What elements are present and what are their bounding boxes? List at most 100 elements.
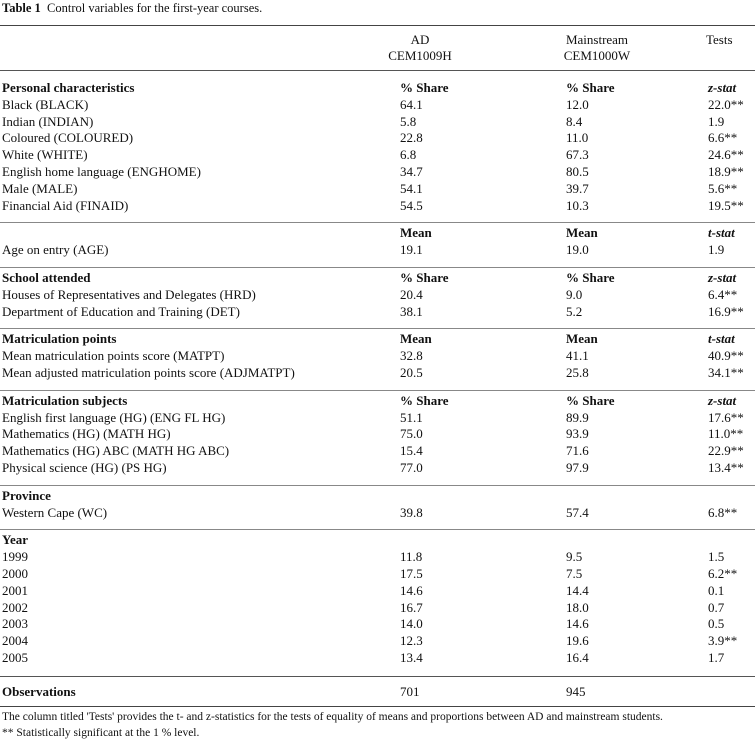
column-header-ad: AD CEM1009H bbox=[380, 32, 460, 64]
test-stat: 3.9** bbox=[708, 633, 738, 649]
ad-value: 39.8 bbox=[400, 504, 423, 520]
row-label: Mean matriculation points score (MATPT) bbox=[2, 348, 225, 364]
test-stat: 1.9 bbox=[708, 242, 725, 258]
row-label: Department of Education and Training (DE… bbox=[2, 303, 240, 319]
section-header-mainstream-value: % Share bbox=[566, 392, 615, 408]
bottom-rule bbox=[0, 706, 755, 707]
table-row: Male (MALE) 54.1 39.7 5.6** bbox=[0, 181, 755, 198]
row-label: 2003 bbox=[2, 616, 28, 632]
test-stat: 17.6** bbox=[708, 409, 744, 425]
row-label: English first language (HG) (ENG FL HG) bbox=[2, 409, 226, 425]
test-stat: 6.6** bbox=[708, 130, 738, 146]
observations-top-rule bbox=[0, 676, 755, 677]
test-stat: 19.5** bbox=[708, 197, 744, 213]
section-header-ad-value: % Share bbox=[400, 392, 449, 408]
table-row: 2003 14.0 14.6 0.5 bbox=[0, 616, 755, 633]
section-header-row: Personal characteristics % Share % Share z-… bbox=[0, 80, 755, 97]
table-section: Year 1999 11.8 9.5 1.5 2000 17.5 7.5 6.2** 2001 14… bbox=[0, 530, 755, 674]
mainstream-value: 11.0 bbox=[566, 130, 589, 146]
table-row: Financial Aid (FINAID) 54.5 10.3 19.5** bbox=[0, 198, 755, 215]
row-label: 2001 bbox=[2, 582, 28, 598]
table-row: Houses of Representatives and Delegates … bbox=[0, 287, 755, 304]
ad-value: 22.8 bbox=[400, 130, 423, 146]
ad-value: 17.5 bbox=[400, 565, 423, 581]
test-stat: 6.8** bbox=[708, 504, 738, 520]
test-stat: 18.9** bbox=[708, 163, 744, 179]
column-header-tests: Tests bbox=[706, 32, 733, 47]
row-label: Western Cape (WC) bbox=[2, 504, 108, 520]
mainstream-value: 9.0 bbox=[566, 286, 583, 302]
section-header-row: Matriculation subjects % Share % Share z-st… bbox=[0, 393, 755, 410]
section-header-mainstream-value: Mean bbox=[566, 225, 598, 241]
mainstream-value: 10.3 bbox=[566, 197, 589, 213]
test-stat: 13.4** bbox=[708, 459, 744, 475]
test-stat: 22.9** bbox=[708, 443, 744, 459]
test-stat: 6.2** bbox=[708, 565, 738, 581]
mainstream-value: 12.0 bbox=[566, 96, 589, 112]
row-label: Indian (INDIAN) bbox=[2, 113, 94, 129]
mainstream-value: 80.5 bbox=[566, 163, 589, 179]
table-row: English home language (ENGHOME) 34.7 80.5 1… bbox=[0, 164, 755, 181]
ad-value: 54.5 bbox=[400, 197, 423, 213]
table-row: Mean adjusted matriculation points score… bbox=[0, 365, 755, 382]
test-stat: 6.4** bbox=[708, 286, 738, 302]
table-caption: Table 1 Control variables for the first-… bbox=[2, 1, 262, 16]
mainstream-value: 7.5 bbox=[566, 565, 583, 581]
table-section: Matriculation subjects % Share % Share z-st… bbox=[0, 391, 755, 486]
mainstream-value: 5.2 bbox=[566, 303, 583, 319]
mainstream-value: 97.9 bbox=[566, 459, 589, 475]
table-row: 1999 11.8 9.5 1.5 bbox=[0, 549, 755, 566]
section-header-row-label: Matriculation points bbox=[2, 331, 117, 347]
mainstream-value: 18.0 bbox=[566, 599, 589, 615]
test-stat: 22.0** bbox=[708, 96, 744, 112]
ad-value: 20.5 bbox=[400, 364, 423, 380]
row-label: Mathematics (HG) ABC (MATH HG ABC) bbox=[2, 443, 230, 459]
ad-value: 32.8 bbox=[400, 348, 423, 364]
section-header-row: School attended % Share % Share z-stat bbox=[0, 270, 755, 287]
mainstream-value: 16.4 bbox=[566, 649, 589, 665]
row-label: 2004 bbox=[2, 633, 28, 649]
mainstream-value: 8.4 bbox=[566, 113, 583, 129]
column-header-mainstream-line1: Mainstream bbox=[565, 32, 629, 47]
section-header-ad-value: % Share bbox=[400, 269, 449, 285]
table-label: Table 1 bbox=[2, 1, 41, 15]
table-section: School attended % Share % Share z-stat House… bbox=[0, 268, 755, 330]
test-stat: 34.1** bbox=[708, 364, 744, 380]
section-header-row: Year bbox=[0, 532, 755, 549]
test-stat: 1.5 bbox=[708, 549, 725, 565]
test-stat: 0.1 bbox=[708, 582, 725, 598]
ad-value: 75.0 bbox=[400, 426, 423, 442]
ad-value: 77.0 bbox=[400, 459, 423, 475]
test-stat: 11.0** bbox=[708, 426, 744, 442]
column-header-ad-line1: AD bbox=[410, 32, 430, 47]
section-header-mainstream-value: Mean bbox=[566, 331, 598, 347]
row-label: Coloured (COLOURED) bbox=[2, 130, 134, 146]
table-row: Age on entry (AGE) 19.1 19.0 1.9 bbox=[0, 242, 755, 259]
row-label: Mathematics (HG) (MATH HG) bbox=[2, 426, 171, 442]
row-label: Male (MALE) bbox=[2, 180, 78, 196]
ad-value: 15.4 bbox=[400, 443, 423, 459]
header-rule bbox=[0, 70, 755, 71]
table-row: Department of Education and Training (DE… bbox=[0, 304, 755, 321]
table-section: Personal characteristics % Share % Share z-… bbox=[0, 78, 755, 224]
table-row: Indian (INDIAN) 5.8 8.4 1.9 bbox=[0, 114, 755, 131]
ad-value: 19.1 bbox=[400, 242, 423, 258]
section-header-test-stat: t-stat bbox=[708, 331, 735, 347]
table-row: 2002 16.7 18.0 0.7 bbox=[0, 600, 755, 617]
table-row: 2005 13.4 16.4 1.7 bbox=[0, 650, 755, 667]
test-stat: 0.7 bbox=[708, 599, 725, 615]
section-header-row: Mean Mean t-stat bbox=[0, 225, 755, 242]
row-label: Black (BLACK) bbox=[2, 96, 89, 112]
mainstream-value: 14.4 bbox=[566, 582, 589, 598]
mainstream-value: 67.3 bbox=[566, 147, 589, 163]
table-row: White (WHITE) 6.8 67.3 24.6** bbox=[0, 147, 755, 164]
ad-value: 13.4 bbox=[400, 649, 423, 665]
table-row: Mathematics (HG) (MATH HG) 75.0 93.9 11.0** bbox=[0, 426, 755, 443]
ad-value: 14.0 bbox=[400, 616, 423, 632]
section-header-ad-value: Mean bbox=[400, 331, 432, 347]
section-header-mainstream-value: % Share bbox=[566, 80, 615, 95]
ad-value: 38.1 bbox=[400, 303, 423, 319]
column-header-mainstream: Mainstream CEM1000W bbox=[551, 32, 643, 64]
row-label: Age on entry (AGE) bbox=[2, 242, 109, 258]
row-label: White (WHITE) bbox=[2, 147, 88, 163]
